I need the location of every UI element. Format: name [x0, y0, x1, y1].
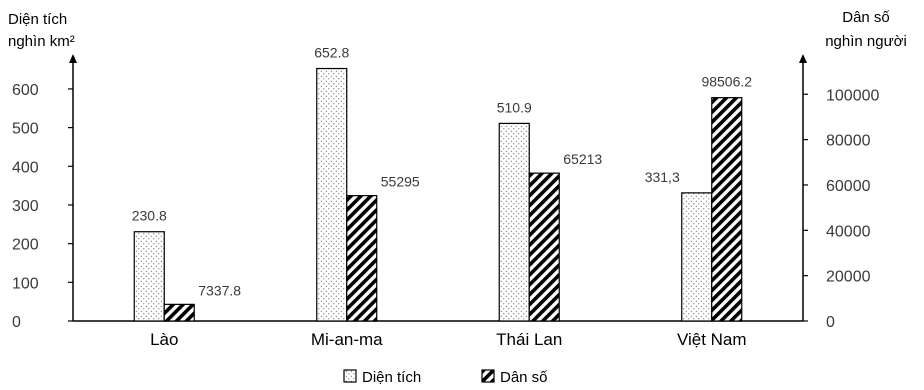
left-axis-arrow	[69, 54, 77, 63]
right-axis-title-line2: nghìn người	[825, 33, 907, 50]
left-tick-label: 300	[12, 198, 39, 215]
right-tick-label: 100000	[826, 87, 879, 104]
right-axis-arrow	[799, 54, 807, 63]
right-axis-title-line1: Dân số	[842, 9, 890, 26]
legend: Diện tích Dân số	[343, 369, 548, 386]
right-tick-label: 20000	[826, 269, 871, 286]
legend-label-dan-so: Dân số	[500, 369, 548, 386]
left-tick-label: 400	[12, 159, 39, 176]
left-axis-title-line1: Diện tích	[8, 11, 67, 28]
legend-swatch-dien-tich	[343, 369, 357, 383]
left-axis-title-line2: nghìn km²	[8, 33, 75, 50]
category-labels: Lào Mi-an-ma Thái Lan Việt Nam	[150, 330, 746, 349]
data-label-dan-so: 7337.8	[198, 282, 241, 298]
bar-dien-tich	[498, 122, 530, 322]
left-axis-ticks: 0 100 200 300 400 500 600	[12, 82, 73, 331]
bars-group: 230.8 7337.8 652.8 55295 510.9 65213 331,3 9850…	[132, 45, 752, 322]
category-label: Mi-an-ma	[311, 330, 383, 349]
data-label-dan-so: 55295	[381, 174, 420, 190]
bar-dan-so	[528, 172, 560, 322]
data-label-dan-so: 98506.2	[701, 74, 752, 90]
bar-dan-so	[711, 97, 743, 322]
left-tick-label: 500	[12, 121, 39, 138]
right-tick-label: 40000	[826, 223, 871, 240]
left-tick-label: 100	[12, 275, 39, 292]
right-tick-label: 60000	[826, 178, 871, 195]
data-label-dan-so: 65213	[563, 151, 602, 167]
bar-dan-so	[346, 195, 378, 322]
bar-dan-so	[163, 303, 195, 322]
category-label: Lào	[150, 330, 178, 349]
right-tick-label: 80000	[826, 133, 871, 150]
bar-dien-tich	[133, 231, 165, 322]
data-label-dien-tich: 230.8	[132, 208, 167, 224]
category-label: Việt Nam	[677, 330, 747, 349]
left-tick-label: 200	[12, 237, 39, 254]
data-label-dien-tich: 331,3	[645, 169, 680, 185]
left-tick-label: 600	[12, 82, 39, 99]
left-tick-label: 0	[12, 314, 21, 331]
legend-label-dien-tich: Diện tích	[362, 369, 421, 386]
category-label: Thái Lan	[496, 330, 562, 349]
data-label-dien-tich: 652.8	[314, 45, 349, 61]
bar-dien-tich	[316, 67, 348, 322]
bar-dien-tich	[681, 192, 713, 322]
data-label-dien-tich: 510.9	[497, 99, 532, 115]
right-tick-label: 0	[826, 314, 835, 331]
right-axis-ticks: 0 20000 40000 60000 80000 100000	[803, 87, 879, 331]
legend-swatch-dan-so	[481, 369, 495, 383]
